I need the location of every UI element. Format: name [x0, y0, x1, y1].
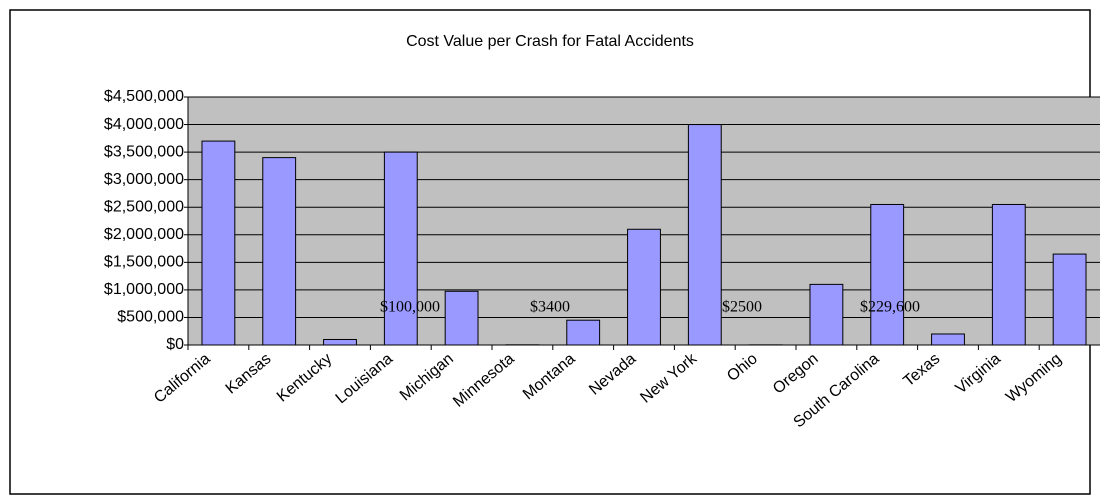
bar [444, 290, 479, 346]
bar [991, 203, 1026, 346]
y-tick-label: $3,000,000 [104, 171, 184, 188]
annotation: $2500 [722, 299, 762, 316]
bar [201, 140, 236, 346]
y-tick-label: $1,500,000 [104, 254, 184, 271]
y-tick-label: $4,000,000 [104, 116, 184, 133]
bar [383, 151, 418, 346]
bar [809, 283, 844, 346]
chart-title: Cost Value per Crash for Fatal Accidents [406, 33, 694, 50]
bar [931, 333, 965, 346]
y-tick-label: $2,000,000 [104, 226, 184, 243]
annotation: $3400 [530, 299, 570, 316]
bar [1052, 253, 1087, 346]
y-tick-label: $2,500,000 [104, 198, 184, 215]
bar [566, 319, 601, 346]
bar [262, 157, 297, 346]
bar [870, 203, 905, 346]
y-tick-label: $500,000 [117, 309, 184, 326]
annotation: $229,600 [860, 299, 920, 316]
annotation: $100,000 [380, 299, 440, 316]
bar [687, 124, 722, 346]
y-tick-label: $3,500,000 [104, 143, 184, 160]
y-tick-label: $4,500,000 [104, 88, 184, 105]
bar [323, 338, 357, 346]
y-tick-label: $0 [166, 336, 184, 353]
y-tick-label: $1,000,000 [104, 281, 184, 298]
bar [627, 228, 661, 346]
